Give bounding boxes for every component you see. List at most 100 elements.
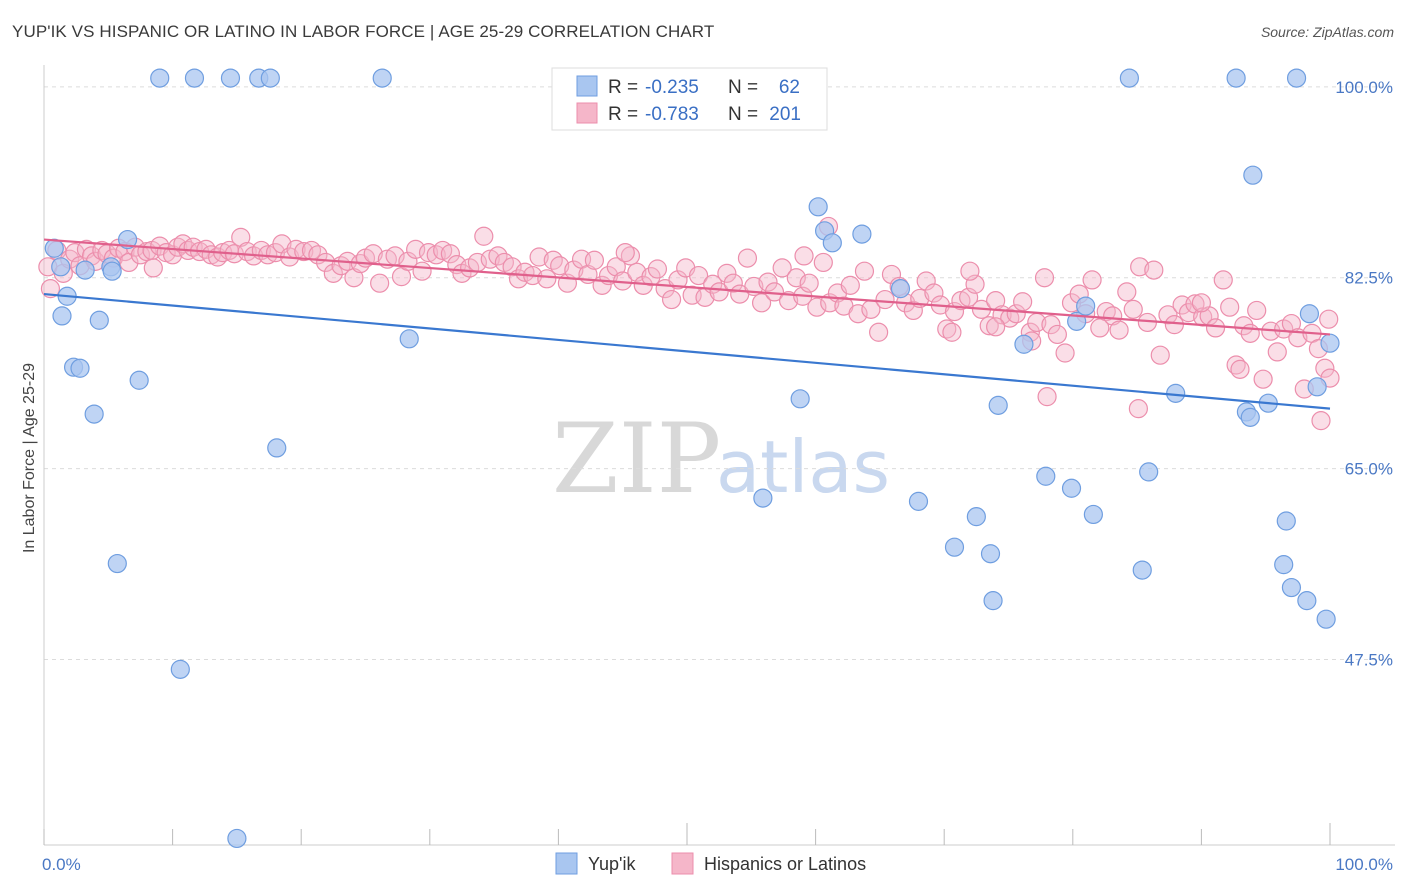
yupik-point-31 <box>890 279 911 299</box>
hispanics-point-158 <box>1082 270 1102 290</box>
hispanics-point-97 <box>661 289 682 310</box>
legend-swatch-hispanics <box>576 102 598 124</box>
hispanics-point-114 <box>778 291 799 311</box>
hispanics-point-180 <box>1234 316 1254 336</box>
yupik-points <box>44 68 1340 849</box>
yupik-point-35 <box>980 544 1001 564</box>
hispanics-point-169 <box>1158 305 1178 325</box>
hispanics-point-29 <box>196 239 216 259</box>
hispanics-point-89 <box>606 257 626 277</box>
yupik-point-27 <box>808 197 828 217</box>
hispanics-point-147 <box>1006 304 1026 324</box>
legend-n-label-yupik: N = <box>728 77 758 98</box>
yupik-point-5 <box>70 358 90 378</box>
yupik-point-39 <box>1036 466 1056 486</box>
yupik-point-0 <box>44 238 64 258</box>
yupik-point-45 <box>1132 560 1152 580</box>
yupik-point-10 <box>102 261 122 281</box>
hispanics-point-193 <box>1319 309 1339 329</box>
hispanics-point-81 <box>550 256 570 276</box>
hispanics-point-159 <box>1090 318 1110 338</box>
hispanics-point-44 <box>294 241 314 262</box>
hispanics-point-119 <box>813 252 833 273</box>
hispanics-point-64 <box>433 240 453 261</box>
hispanics-point-194 <box>960 261 980 281</box>
yupik-point-44 <box>1119 68 1139 88</box>
hispanics-point-205 <box>794 246 814 266</box>
hispanics-point-168 <box>1150 345 1170 365</box>
grid-lines <box>44 86 1395 661</box>
yupik-point-29 <box>822 233 842 253</box>
yupik-point-48 <box>1226 68 1246 88</box>
hispanics-point-137 <box>937 319 957 339</box>
hispanics-point-62 <box>418 243 439 263</box>
hispanics-point-167 <box>1144 260 1164 280</box>
yupik-point-23 <box>399 329 419 349</box>
hispanics-point-152 <box>1041 315 1061 335</box>
hispanics-points <box>38 216 1340 431</box>
hispanics-point-123 <box>840 275 860 295</box>
hispanics-point-106 <box>723 273 743 293</box>
yupik-point-25 <box>753 488 773 508</box>
hispanics-point-55 <box>370 273 390 293</box>
hispanics-point-47 <box>316 252 336 273</box>
hispanics-point-71 <box>480 249 500 269</box>
hispanics-point-65 <box>440 244 460 264</box>
hispanics-point-161 <box>1103 306 1123 326</box>
hispanics-point-101 <box>688 265 709 286</box>
y-tick-label-2: 82.5% <box>1345 269 1393 288</box>
legend-r-label-hispanics: R = <box>608 104 638 125</box>
yupik-point-56 <box>1286 68 1307 88</box>
legend-n-label-hispanics: N = <box>728 104 758 125</box>
hispanics-point-86 <box>584 250 605 270</box>
x-tick-labels: 0.0% 100.0% <box>42 855 1393 874</box>
legend-r-value-yupik: -0.235 <box>645 77 699 98</box>
hispanics-point-35 <box>231 227 251 247</box>
yupik-point-22 <box>372 68 392 88</box>
bottom-legend-swatch-hispanics <box>671 852 694 875</box>
source-label: Source: ZipAtlas.com <box>1260 24 1394 40</box>
hispanics-point-70 <box>474 226 494 246</box>
bottom-legend-label-hispanics: Hispanics or Latinos <box>704 854 866 874</box>
hispanics-point-94 <box>641 267 661 287</box>
hispanics-point-200 <box>1191 293 1212 313</box>
hispanics-point-125 <box>854 261 875 281</box>
yupik-point-33 <box>944 537 965 557</box>
yupik-point-12 <box>117 229 138 250</box>
hispanics-point-176 <box>1205 318 1226 338</box>
yupik-point-8 <box>89 310 109 330</box>
hispanics-point-195 <box>942 322 962 342</box>
bottom-legend: Yup'ik Hispanics or Latinos <box>555 852 866 875</box>
hispanics-point-98 <box>668 270 688 290</box>
hispanics-point-1 <box>40 279 61 299</box>
yupik-point-1 <box>51 257 71 277</box>
hispanics-point-128 <box>875 289 895 310</box>
yupik-point-30 <box>852 224 872 244</box>
hispanics-point-124 <box>848 304 868 324</box>
bottom-legend-swatch-yupik <box>555 852 578 875</box>
hispanics-point-105 <box>717 263 737 283</box>
yupik-point-13 <box>129 370 149 390</box>
hispanics-point-51 <box>344 268 364 288</box>
hispanics-trend-line <box>43 238 1331 336</box>
axes <box>43 65 1395 846</box>
hispanics-point-134 <box>916 271 936 291</box>
yupik-point-55 <box>1281 577 1302 598</box>
hispanics-point-24 <box>168 237 188 257</box>
yupik-point-53 <box>1274 555 1294 575</box>
yupik-point-38 <box>1014 334 1034 354</box>
hispanics-point-135 <box>924 283 944 303</box>
hispanics-point-48 <box>323 263 343 283</box>
legend: R = -0.235 N = 62 R = -0.783 N = 201 <box>551 67 828 131</box>
hispanics-point-199 <box>1128 399 1148 419</box>
watermark-zip: ZIP <box>552 403 721 515</box>
hispanics-point-113 <box>772 258 792 278</box>
yupik-point-16 <box>184 68 205 88</box>
yupik-point-51 <box>1243 165 1263 185</box>
yupik-point-2 <box>52 306 72 326</box>
hispanics-point-20 <box>143 258 163 278</box>
yupik-point-60 <box>1320 333 1340 353</box>
chart-title: YUP'IK VS HISPANIC OR LATINO IN LABOR FO… <box>12 22 715 41</box>
yupik-point-17 <box>220 68 241 88</box>
